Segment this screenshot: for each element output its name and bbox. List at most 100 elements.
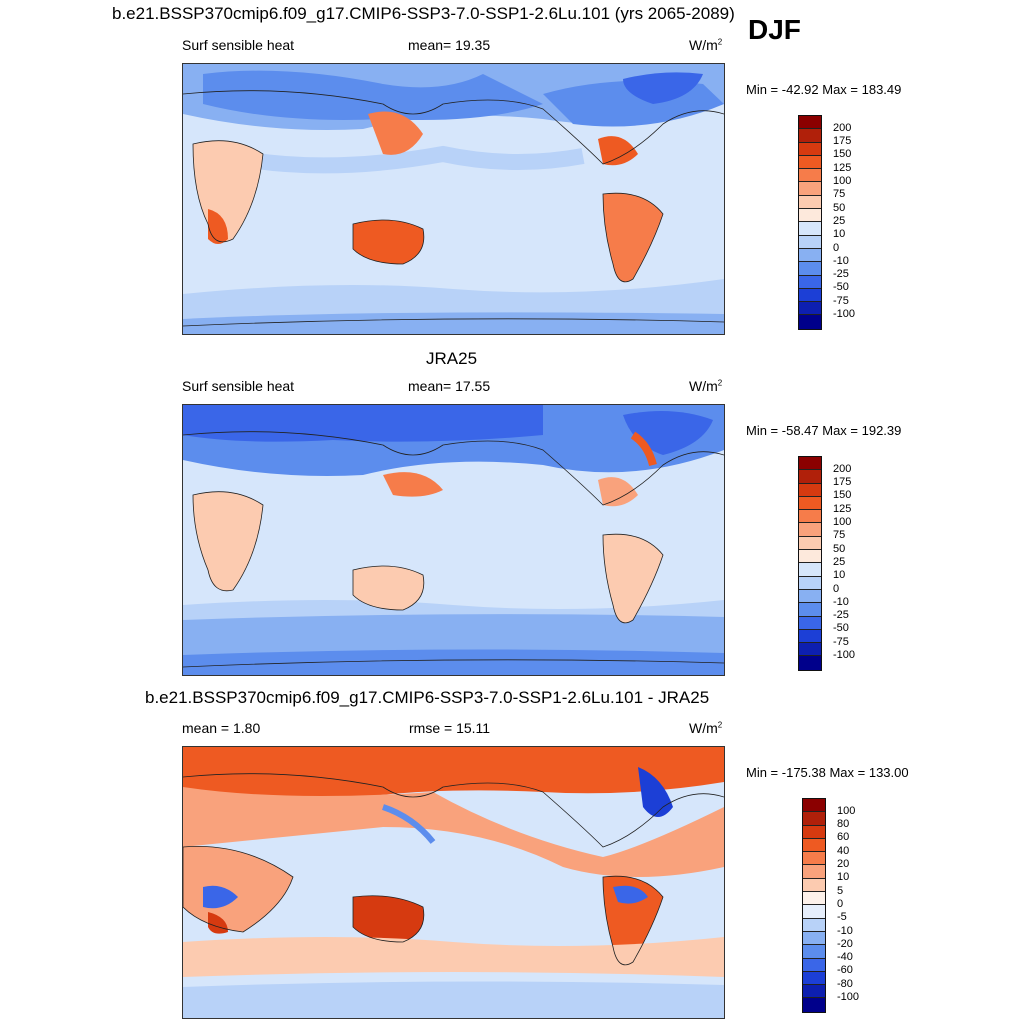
season-label: DJF bbox=[748, 14, 801, 45]
colorbar-swatch bbox=[803, 838, 825, 853]
colorbar-swatch bbox=[799, 222, 821, 236]
colorbar-tick-label: -80 bbox=[837, 977, 853, 990]
colorbar-tick-label: -75 bbox=[833, 294, 849, 307]
colorbar-tick-label: 200 bbox=[833, 121, 852, 134]
colorbar-tick-label: -25 bbox=[833, 609, 849, 622]
colorbar-swatch bbox=[799, 195, 821, 210]
colorbar-swatch bbox=[799, 603, 821, 617]
panel2-variable-label: Surf sensible heat bbox=[182, 378, 295, 394]
colorbar-tick-label: 100 bbox=[837, 804, 856, 817]
colorbar-tick-label: 150 bbox=[833, 489, 852, 502]
panel3-title: b.e21.BSSP370cmip6.f09_g17.CMIP6-SSP3-7.… bbox=[145, 688, 710, 707]
colorbar-swatch bbox=[799, 656, 821, 670]
colorbar-swatch bbox=[803, 865, 825, 879]
colorbar-swatch bbox=[799, 589, 821, 604]
colorbar-swatch bbox=[799, 142, 821, 156]
colorbar-tick-label: 75 bbox=[833, 529, 846, 542]
colorbar-swatch bbox=[799, 169, 821, 183]
colorbar-tick-label: 10 bbox=[833, 569, 846, 582]
colorbar-swatch bbox=[799, 483, 821, 497]
colorbar-tick-label: -10 bbox=[837, 924, 853, 937]
colorbar-swatch bbox=[803, 985, 825, 999]
colorbar-tick-label: 0 bbox=[833, 582, 840, 595]
colorbar-swatch bbox=[803, 852, 825, 866]
colorbar-tick-label: -50 bbox=[833, 281, 849, 294]
colorbar-tick-label: 125 bbox=[833, 502, 852, 515]
colorbar-swatch bbox=[799, 129, 821, 143]
panel3-units-label: W/m2 bbox=[689, 720, 723, 736]
panel1-variable-label: Surf sensible heat bbox=[182, 37, 295, 53]
colorbar-tick-label: 0 bbox=[833, 241, 840, 254]
panel1-mean-label: mean= 19.35 bbox=[408, 37, 491, 53]
colorbar-swatch bbox=[799, 182, 821, 196]
colorbar-swatch bbox=[799, 262, 821, 276]
colorbar-swatch bbox=[799, 302, 821, 316]
colorbar-swatch bbox=[803, 945, 825, 959]
colorbar-tick-label: 175 bbox=[833, 476, 852, 489]
panel2-map bbox=[182, 404, 725, 676]
colorbar-tick-label: 50 bbox=[833, 542, 846, 555]
colorbar-swatch bbox=[799, 155, 821, 170]
colorbar-tick-label: -100 bbox=[833, 649, 856, 661]
colorbar-tick-label: -100 bbox=[833, 308, 856, 320]
panel3-map bbox=[182, 746, 725, 1019]
panel2-colorbar bbox=[798, 456, 822, 671]
colorbar-tick-label: -60 bbox=[837, 964, 853, 977]
colorbar-swatch bbox=[803, 892, 825, 906]
panel3-rmse-label: rmse = 15.11 bbox=[409, 720, 491, 736]
colorbar-swatch bbox=[799, 576, 821, 590]
colorbar-tick-label: -10 bbox=[833, 254, 849, 267]
colorbar-tick-label: 125 bbox=[833, 161, 852, 174]
panel1-title: b.e21.BSSP370cmip6.f09_g17.CMIP6-SSP3-7.… bbox=[112, 4, 735, 23]
colorbar-swatch bbox=[799, 510, 821, 524]
panel1-map bbox=[182, 63, 725, 335]
colorbar-tick-label: 5 bbox=[837, 884, 844, 897]
colorbar-swatch bbox=[803, 958, 825, 972]
panel3-minmax: Min = -175.38 Max = 133.00 bbox=[746, 765, 909, 780]
colorbar-tick-label: -10 bbox=[833, 595, 849, 608]
colorbar-tick-label: 100 bbox=[833, 516, 852, 528]
colorbar-tick-label: 40 bbox=[837, 844, 850, 857]
panel2-title: JRA25 bbox=[426, 349, 478, 368]
colorbar-swatch bbox=[799, 248, 821, 263]
colorbar-swatch bbox=[799, 116, 821, 130]
colorbar-swatch bbox=[799, 643, 821, 657]
colorbar-tick-label: 200 bbox=[833, 462, 852, 475]
panel2-mean-label: mean= 17.55 bbox=[408, 378, 491, 394]
colorbar-swatch bbox=[799, 496, 821, 511]
panel2-units-label: W/m2 bbox=[689, 378, 723, 394]
colorbar-tick-label: 75 bbox=[833, 188, 846, 201]
panel1-minmax: Min = -42.92 Max = 183.49 bbox=[746, 82, 902, 97]
colorbar-tick-label: -50 bbox=[833, 622, 849, 635]
colorbar-tick-label: 0 bbox=[837, 897, 844, 910]
panel3-mean-label: mean = 1.80 bbox=[182, 720, 261, 736]
colorbar-tick-label: 20 bbox=[837, 858, 850, 870]
colorbar-tick-label: 10 bbox=[833, 228, 846, 241]
colorbar-swatch bbox=[803, 971, 825, 986]
colorbar-swatch bbox=[799, 470, 821, 484]
panel3-colorbar bbox=[802, 798, 826, 1013]
colorbar-swatch bbox=[803, 905, 825, 919]
colorbar-swatch bbox=[799, 288, 821, 303]
colorbar-swatch bbox=[803, 931, 825, 946]
colorbar-swatch bbox=[803, 918, 825, 932]
colorbar-tick-label: -40 bbox=[837, 951, 853, 964]
colorbar-swatch bbox=[803, 799, 825, 813]
colorbar-swatch bbox=[799, 209, 821, 223]
colorbar-swatch bbox=[799, 235, 821, 249]
panel1-units-label: W/m2 bbox=[689, 37, 723, 53]
colorbar-swatch bbox=[799, 563, 821, 577]
colorbar-tick-label: 175 bbox=[833, 135, 852, 148]
colorbar-tick-label: 25 bbox=[833, 555, 846, 568]
panel1-colorbar bbox=[798, 115, 822, 330]
colorbar-swatch bbox=[803, 998, 825, 1012]
colorbar-tick-label: 150 bbox=[833, 148, 852, 161]
colorbar-swatch bbox=[799, 315, 821, 329]
colorbar-tick-label: -100 bbox=[837, 991, 860, 1003]
colorbar-tick-label: -20 bbox=[837, 937, 853, 950]
colorbar-swatch bbox=[799, 275, 821, 289]
colorbar-swatch bbox=[803, 812, 825, 826]
panel2-minmax: Min = -58.47 Max = 192.39 bbox=[746, 423, 902, 438]
colorbar-tick-label: 50 bbox=[833, 201, 846, 214]
colorbar-swatch bbox=[799, 457, 821, 471]
